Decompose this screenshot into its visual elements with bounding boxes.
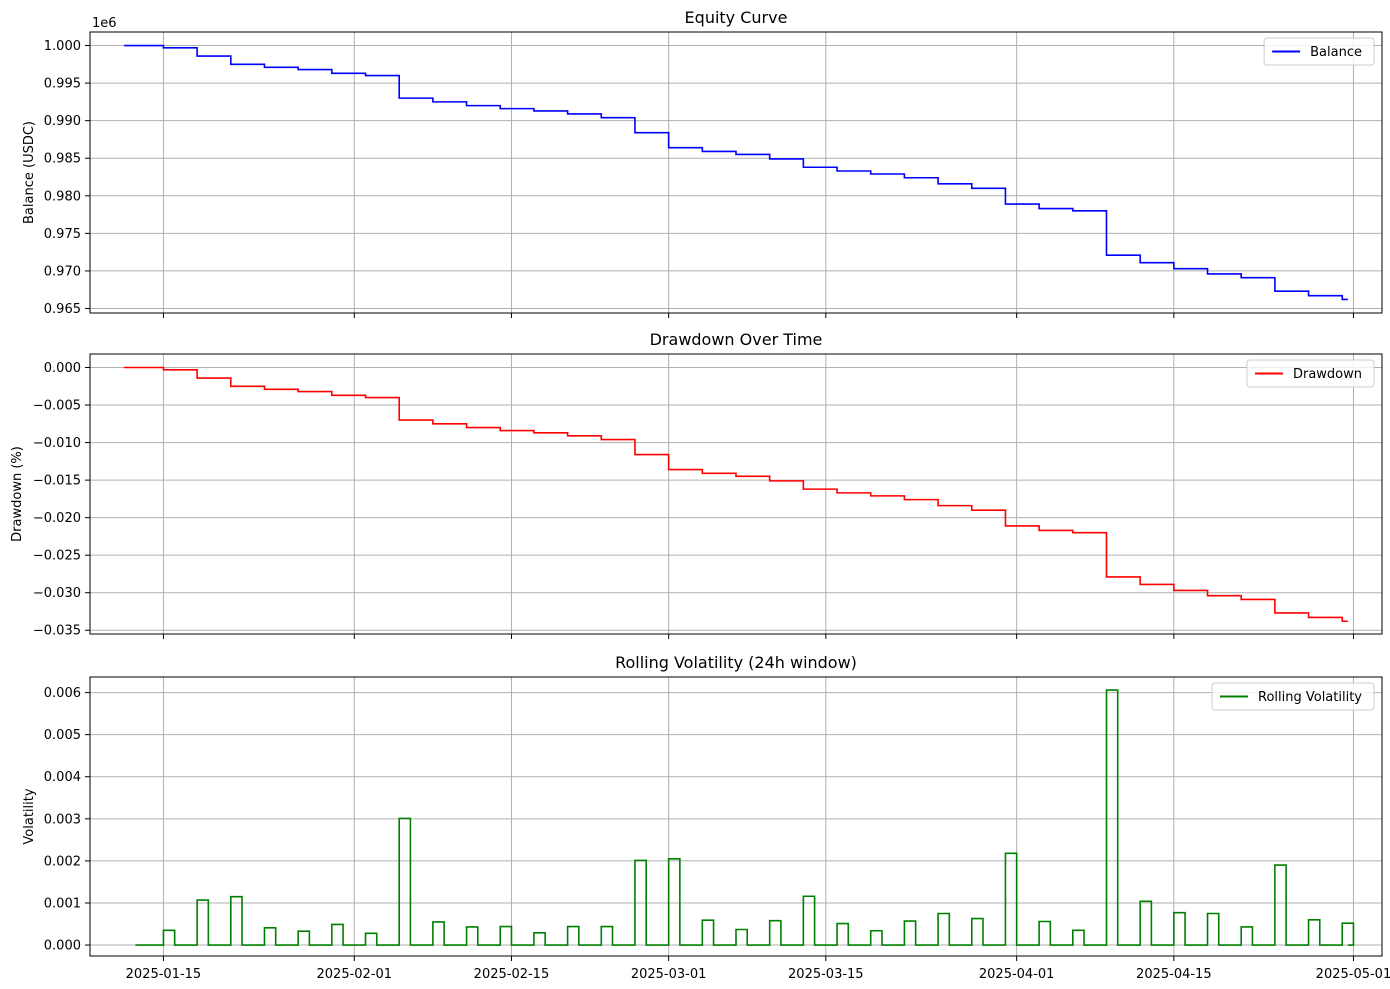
equity-y-axis-label: Balance (USDC) [22, 121, 37, 224]
series-line [135, 689, 1355, 946]
y-tick-label: −0.030 [33, 586, 81, 601]
drawdown-chart-title: Drawdown Over Time [650, 330, 823, 349]
y-tick-label: 0.000 [44, 939, 81, 954]
y-tick-label: −0.010 [33, 436, 81, 451]
equity-legend-label: Balance [1310, 45, 1362, 60]
volatility-chart-title: Rolling Volatility (24h window) [615, 653, 857, 672]
y-tick-label: 0.006 [44, 686, 81, 701]
drawdown-panel: 0.000 −0.005 −0.010 −0.015 −0.020 −0.025 −0.03… [10, 330, 1383, 639]
drawdown-y-axis-label: Drawdown (%) [10, 446, 25, 542]
y-tick-label: 0.002 [44, 854, 81, 869]
x-tick-label: 2025-02-15 [474, 967, 550, 982]
equity-curve-panel: 1.000 0.995 0.990 0.985 0.980 0.975 0.970 0.965… [22, 8, 1383, 318]
volatility-legend-label: Rolling Volatility [1258, 690, 1362, 705]
y-tick-label: 0.990 [44, 114, 81, 129]
y-tick-label: −0.035 [33, 624, 81, 639]
x-tick-label: 2025-04-15 [1136, 967, 1212, 982]
series-line [124, 366, 1348, 623]
drawdown-legend-label: Drawdown [1293, 367, 1362, 382]
x-tick-label: 2025-01-15 [126, 967, 202, 982]
y-tick-label: 0.970 [44, 264, 81, 279]
volatility-panel: 0.006 0.005 0.004 0.003 0.002 0.001 0.000 2025… [22, 653, 1390, 982]
volatility-plot-frame [89, 676, 1383, 957]
equity-legend: Balance [1263, 37, 1375, 66]
y-tick-label: 1.000 [44, 39, 81, 54]
y-tick-label: 0.001 [44, 896, 81, 911]
volatility-y-axis-label: Volatility [22, 788, 37, 844]
y-tick-label: 0.985 [44, 152, 81, 167]
x-tick-label: 2025-03-01 [631, 967, 707, 982]
y-tick-label: 0.965 [44, 302, 81, 317]
x-tick-label: 2025-05-01 [1316, 967, 1390, 982]
y-tick-label: −0.005 [33, 399, 81, 414]
y-tick-label: −0.025 [33, 549, 81, 564]
equity-plot-frame [89, 31, 1383, 314]
y-tick-label: 0.995 [44, 77, 81, 92]
y-tick-label: 0.980 [44, 189, 81, 204]
x-tick-label: 2025-02-01 [317, 967, 393, 982]
drawdown-legend: Drawdown [1246, 359, 1375, 388]
y-tick-label: 0.975 [44, 227, 81, 242]
equity-chart-title: Equity Curve [685, 8, 788, 27]
volatility-legend: Rolling Volatility [1211, 682, 1375, 711]
y-tick-label: 0.003 [44, 812, 81, 827]
y-tick-label: 0.005 [44, 728, 81, 743]
y-tick-label: −0.015 [33, 474, 81, 489]
y-tick-label: 0.000 [44, 361, 81, 376]
y-tick-label: −0.020 [33, 511, 81, 526]
equity-offset-text: 1e6 [92, 16, 117, 31]
x-tick-label: 2025-04-01 [979, 967, 1055, 982]
x-tick-label: 2025-03-15 [788, 967, 864, 982]
series-line [124, 44, 1348, 301]
drawdown-plot-frame [89, 353, 1383, 635]
y-tick-label: 0.004 [44, 770, 81, 785]
